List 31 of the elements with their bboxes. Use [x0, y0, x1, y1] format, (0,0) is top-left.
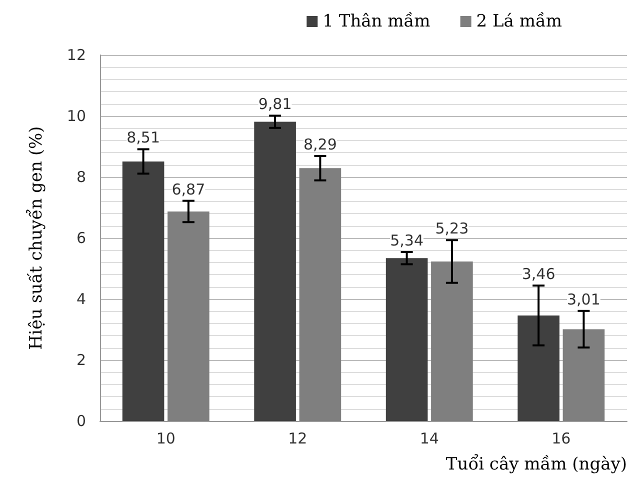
- data-label: 9,81: [258, 95, 292, 114]
- bar: [299, 168, 342, 421]
- x-tick-label: 16: [552, 430, 571, 448]
- bar: [431, 261, 473, 421]
- y-axis-title: Hiệu suất chuyển gen (%): [26, 126, 46, 350]
- data-label: 3,01: [566, 290, 600, 308]
- x-tick-label: 12: [288, 430, 308, 448]
- data-label: 6,87: [172, 180, 206, 198]
- bar: [386, 258, 428, 421]
- y-tick-label: 2: [76, 351, 86, 369]
- bar: [122, 161, 164, 421]
- y-tick-label: 6: [76, 229, 86, 247]
- y-tick-label: 8: [76, 168, 86, 186]
- data-label: 5,23: [435, 220, 469, 238]
- y-tick-label: 10: [66, 107, 86, 125]
- legend-label: 1 Thân mầm: [322, 12, 430, 32]
- bar: [168, 211, 210, 421]
- data-label: 8,51: [126, 128, 160, 147]
- legend-label: 2 Lá mầm: [476, 12, 562, 32]
- x-axis-title: Tuổi cây mầm (ngày): [446, 454, 627, 474]
- data-label: 8,29: [303, 135, 337, 154]
- y-tick-label: 0: [76, 412, 86, 430]
- y-tick-label: 12: [66, 46, 86, 64]
- data-label: 5,34: [390, 232, 424, 250]
- bar: [254, 122, 296, 421]
- x-tick-label: 14: [420, 430, 439, 448]
- x-tick-label: 10: [156, 430, 176, 448]
- data-label: 3,46: [522, 265, 556, 284]
- y-tick-label: 4: [76, 290, 86, 308]
- bar: [518, 315, 560, 421]
- bar: [562, 329, 605, 421]
